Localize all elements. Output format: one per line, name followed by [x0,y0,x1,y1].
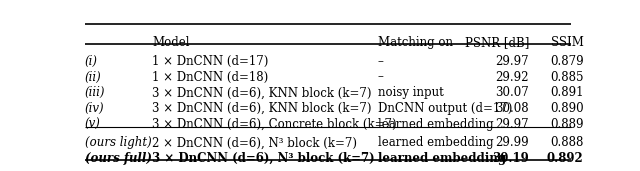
Text: 29.92: 29.92 [495,71,529,84]
Text: 29.99: 29.99 [495,136,529,149]
Text: SSIM: SSIM [550,36,584,49]
Text: 30.08: 30.08 [495,102,529,115]
Text: (ours light): (ours light) [85,136,152,149]
Text: (i): (i) [85,55,98,68]
Text: learned embedding: learned embedding [378,136,493,149]
Text: 0.890: 0.890 [550,102,584,115]
Text: 3 × DnCNN (d=6), KNN block (k=7): 3 × DnCNN (d=6), KNN block (k=7) [152,102,371,115]
Text: noisy input: noisy input [378,86,444,99]
Text: 29.97: 29.97 [495,118,529,131]
Text: 0.892: 0.892 [547,152,584,165]
Text: 0.889: 0.889 [550,118,584,131]
Text: PSNR [dB]: PSNR [dB] [465,36,529,49]
Text: DnCNN output (d=17): DnCNN output (d=17) [378,102,512,115]
Text: 1 × DnCNN (d=18): 1 × DnCNN (d=18) [152,71,268,84]
Text: 29.97: 29.97 [495,55,529,68]
Text: learned embedding: learned embedding [378,118,493,131]
Text: 3 × DnCNN (d=6), N³ block (k=7): 3 × DnCNN (d=6), N³ block (k=7) [152,152,374,165]
Text: Model: Model [152,36,189,49]
Text: 30.19: 30.19 [492,152,529,165]
Text: (ours full): (ours full) [85,152,152,165]
Text: 30.07: 30.07 [495,86,529,99]
Text: (ii): (ii) [85,71,102,84]
Text: (iii): (iii) [85,86,106,99]
Text: (v): (v) [85,118,101,131]
Text: 2 × DnCNN (d=6), N³ block (k=7): 2 × DnCNN (d=6), N³ block (k=7) [152,136,357,149]
Text: Matching on: Matching on [378,36,452,49]
Text: (iv): (iv) [85,102,104,115]
Text: 3 × DnCNN (d=6), KNN block (k=7): 3 × DnCNN (d=6), KNN block (k=7) [152,86,371,99]
Text: learned embedding: learned embedding [378,152,506,165]
Text: –: – [378,55,383,68]
Text: 3 × DnCNN (d=6), Concrete block (k=7): 3 × DnCNN (d=6), Concrete block (k=7) [152,118,397,131]
Text: 0.885: 0.885 [550,71,584,84]
Text: 1 × DnCNN (d=17): 1 × DnCNN (d=17) [152,55,268,68]
Text: 0.891: 0.891 [550,86,584,99]
Text: 0.879: 0.879 [550,55,584,68]
Text: –: – [378,71,383,84]
Text: 0.888: 0.888 [550,136,584,149]
